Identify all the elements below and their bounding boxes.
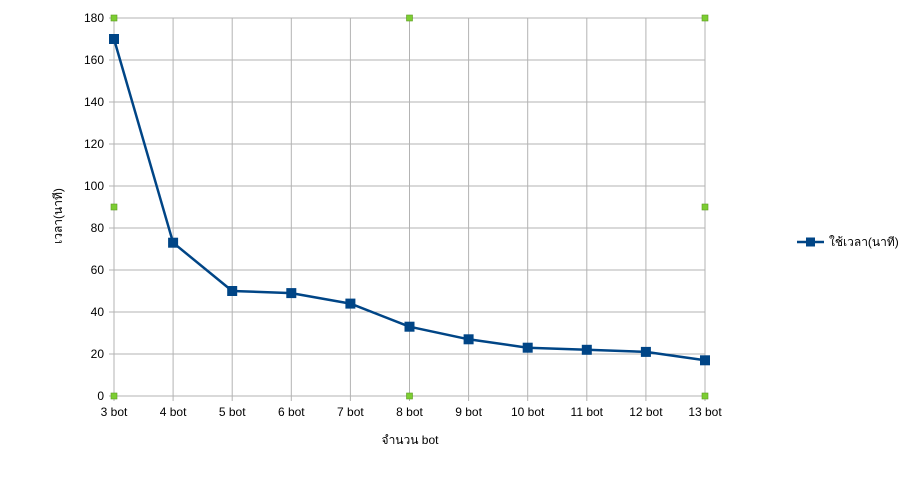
x-tick-label: 11 bot bbox=[571, 405, 604, 419]
y-tick-label: 120 bbox=[84, 137, 104, 151]
x-tick-label: 10 bot bbox=[511, 405, 545, 419]
data-point-marker bbox=[700, 355, 710, 366]
y-tick-labels: 0 20 40 60 80 100 120 140 160 180 bbox=[84, 11, 104, 403]
data-point-marker bbox=[345, 298, 356, 309]
data-point-marker bbox=[404, 321, 415, 332]
y-tick-label: 160 bbox=[84, 53, 104, 67]
x-tick-label: 3 bot bbox=[101, 405, 128, 419]
selection-handle[interactable] bbox=[701, 203, 709, 211]
data-point-marker bbox=[522, 342, 533, 353]
y-tick-label: 0 bbox=[97, 389, 104, 403]
y-tick-label: 20 bbox=[91, 347, 105, 361]
selection-handle[interactable] bbox=[110, 14, 118, 22]
x-tick-label: 4 bot bbox=[160, 405, 187, 419]
y-tick-label: 140 bbox=[84, 95, 104, 109]
data-point-marker bbox=[168, 237, 179, 248]
y-axis-title: เวลา(นาที) bbox=[51, 188, 65, 244]
series-line-group bbox=[109, 34, 710, 366]
selection-handle[interactable] bbox=[406, 14, 413, 22]
data-point-marker bbox=[640, 346, 651, 357]
selection-handle[interactable] bbox=[110, 203, 118, 211]
x-tick-labels: 3 bot 4 bot 5 bot 6 bot 7 bot 8 bot 9 bot 10 bo… bbox=[101, 405, 723, 419]
x-tick-label: 6 bot bbox=[278, 405, 305, 419]
x-tick-label: 9 bot bbox=[455, 405, 482, 419]
legend-label: ใช้เวลา(นาที) bbox=[829, 235, 899, 249]
legend: ใช้เวลา(นาที) bbox=[797, 235, 899, 249]
y-tick-label: 60 bbox=[91, 263, 105, 277]
selection-handle[interactable] bbox=[701, 392, 709, 400]
data-point-marker bbox=[581, 344, 592, 355]
y-tick-label: 180 bbox=[84, 11, 104, 25]
data-point-marker bbox=[109, 34, 119, 44]
y-tick-label: 100 bbox=[84, 179, 104, 193]
selection-handle[interactable] bbox=[406, 392, 413, 400]
x-tick-label: 5 bot bbox=[219, 405, 246, 419]
x-axis-title: จำนวน bot bbox=[382, 433, 440, 447]
selection-handles[interactable] bbox=[110, 14, 709, 400]
selection-handle[interactable] bbox=[701, 14, 709, 22]
x-tick-label: 7 bot bbox=[337, 405, 364, 419]
data-point-marker bbox=[286, 288, 297, 299]
data-point-marker bbox=[227, 286, 238, 296]
data-point-marker bbox=[463, 334, 474, 345]
y-tick-label: 80 bbox=[91, 221, 105, 235]
y-tick-label: 40 bbox=[91, 305, 105, 319]
selection-handle[interactable] bbox=[110, 392, 118, 400]
x-tick-label: 12 bot bbox=[629, 405, 663, 419]
x-tick-label: 13 bot bbox=[688, 405, 722, 419]
gridlines bbox=[109, 17, 706, 401]
x-tick-label: 8 bot bbox=[396, 405, 423, 419]
legend-swatch-marker bbox=[806, 237, 815, 247]
